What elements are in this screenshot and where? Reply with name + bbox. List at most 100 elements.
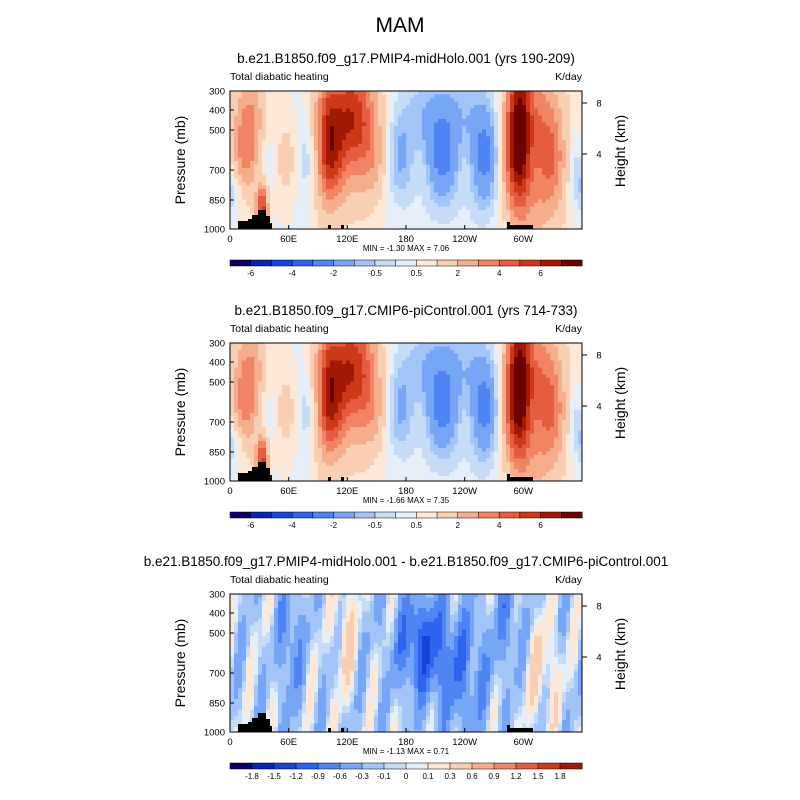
heatmap-cell [574, 213, 579, 218]
heatmap-cell [302, 189, 307, 193]
heatmap-cell [474, 140, 479, 144]
heatmap-cell [510, 98, 515, 102]
heatmap-cell [310, 108, 315, 113]
heatmap-cell [374, 168, 379, 172]
heatmap-cell [354, 175, 359, 179]
heatmap-cell [366, 343, 371, 347]
heatmap-cell [574, 129, 579, 134]
heatmap-cell [462, 371, 467, 375]
heatmap-cell [354, 129, 359, 134]
heatmap-cell [354, 164, 359, 169]
heatmap-cell [374, 101, 379, 106]
heatmap-cell [450, 164, 455, 169]
heatmap-cell [302, 381, 307, 386]
heatmap-cell [342, 353, 347, 358]
heatmap-cell [398, 136, 403, 141]
heatmap-cell [338, 217, 343, 221]
heatmap-cell [346, 227, 351, 230]
heatmap-cell [390, 161, 395, 165]
heatmap-cell [454, 122, 459, 127]
heatmap-cell [350, 140, 355, 144]
heatmap-cell [370, 350, 375, 354]
heatmap-cell [398, 147, 403, 151]
heatmap-cell [530, 168, 535, 172]
heatmap-cell [570, 206, 575, 211]
heatmap-cell [294, 346, 299, 351]
heatmap-cell [374, 346, 379, 351]
colorbar-swatch [457, 259, 479, 267]
heatmap-cell [466, 381, 471, 386]
heatmap-cell [238, 168, 243, 172]
heatmap-cell [526, 157, 531, 162]
heatmap-cell [374, 119, 379, 123]
heatmap-cell [546, 227, 551, 230]
heatmap-cell [290, 392, 295, 396]
heatmap-cell [322, 343, 327, 347]
heatmap-cell [310, 192, 315, 197]
heatmap-cell [402, 392, 407, 396]
heatmap-cell [306, 122, 311, 127]
heatmap-cell [530, 346, 535, 351]
heatmap-cell [570, 98, 575, 102]
heatmap-cell [554, 140, 559, 144]
heatmap-cell [562, 185, 567, 190]
heatmap-cell [442, 185, 447, 190]
heatmap-cell [282, 178, 287, 183]
heatmap-cell [518, 175, 523, 179]
heatmap-cell [450, 203, 455, 207]
heatmap-cell [338, 374, 343, 379]
heatmap-cell [270, 199, 275, 204]
heatmap-cell [542, 115, 547, 120]
heatmap-cell [298, 119, 303, 123]
heatmap-cell [294, 196, 299, 200]
heatmap-cell [234, 388, 239, 393]
heatmap-cell [406, 136, 411, 141]
heatmap-cell [398, 91, 403, 95]
heatmap-cell [442, 122, 447, 127]
heatmap-cell [254, 385, 259, 389]
heatmap-cell [370, 227, 375, 230]
heatmap-cell [570, 136, 575, 141]
heatmap-cell [438, 346, 443, 351]
heatmap-cell [398, 378, 403, 382]
heatmap-cell [402, 350, 407, 354]
heatmap-cell [354, 199, 359, 204]
heatmap-cell [498, 105, 503, 109]
heatmap-cell [242, 364, 247, 368]
heatmap-cell [566, 227, 571, 230]
heatmap-cell [514, 112, 519, 116]
heatmap-cell [346, 224, 351, 228]
heatmap-cell [370, 91, 375, 95]
heatmap-cell [530, 136, 535, 141]
heatmap-cell [378, 133, 383, 137]
heatmap-cell [266, 350, 271, 354]
heatmap-cell [278, 371, 283, 375]
heatmap-cell [306, 101, 311, 106]
heatmap-cell [306, 364, 311, 368]
heatmap-cell [422, 133, 427, 137]
heatmap-cell [466, 98, 471, 102]
heatmap-cell [450, 388, 455, 393]
heatmap-cell [286, 98, 291, 102]
heatmap-cell [426, 371, 431, 375]
heatmap-cell [410, 178, 415, 183]
heatmap-cell [386, 199, 391, 204]
heatmap-cell [310, 360, 315, 365]
heatmap-cell [282, 91, 287, 95]
heatmap-cell [286, 108, 291, 113]
heatmap-cell [242, 378, 247, 382]
heatmap-cell [566, 126, 571, 130]
heatmap-cell [334, 357, 339, 361]
heatmap-cell [402, 364, 407, 368]
heatmap-cell [402, 108, 407, 113]
heatmap-cell [454, 367, 459, 372]
heatmap-cell [318, 105, 323, 109]
heatmap-cell [258, 154, 263, 158]
heatmap-cell [578, 388, 583, 393]
heatmap-cell [410, 203, 415, 207]
heatmap-cell [366, 353, 371, 358]
heatmap-cell [510, 206, 515, 211]
heatmap-cell [234, 147, 239, 151]
heatmap-cell [346, 374, 351, 379]
heatmap-cell [570, 122, 575, 127]
